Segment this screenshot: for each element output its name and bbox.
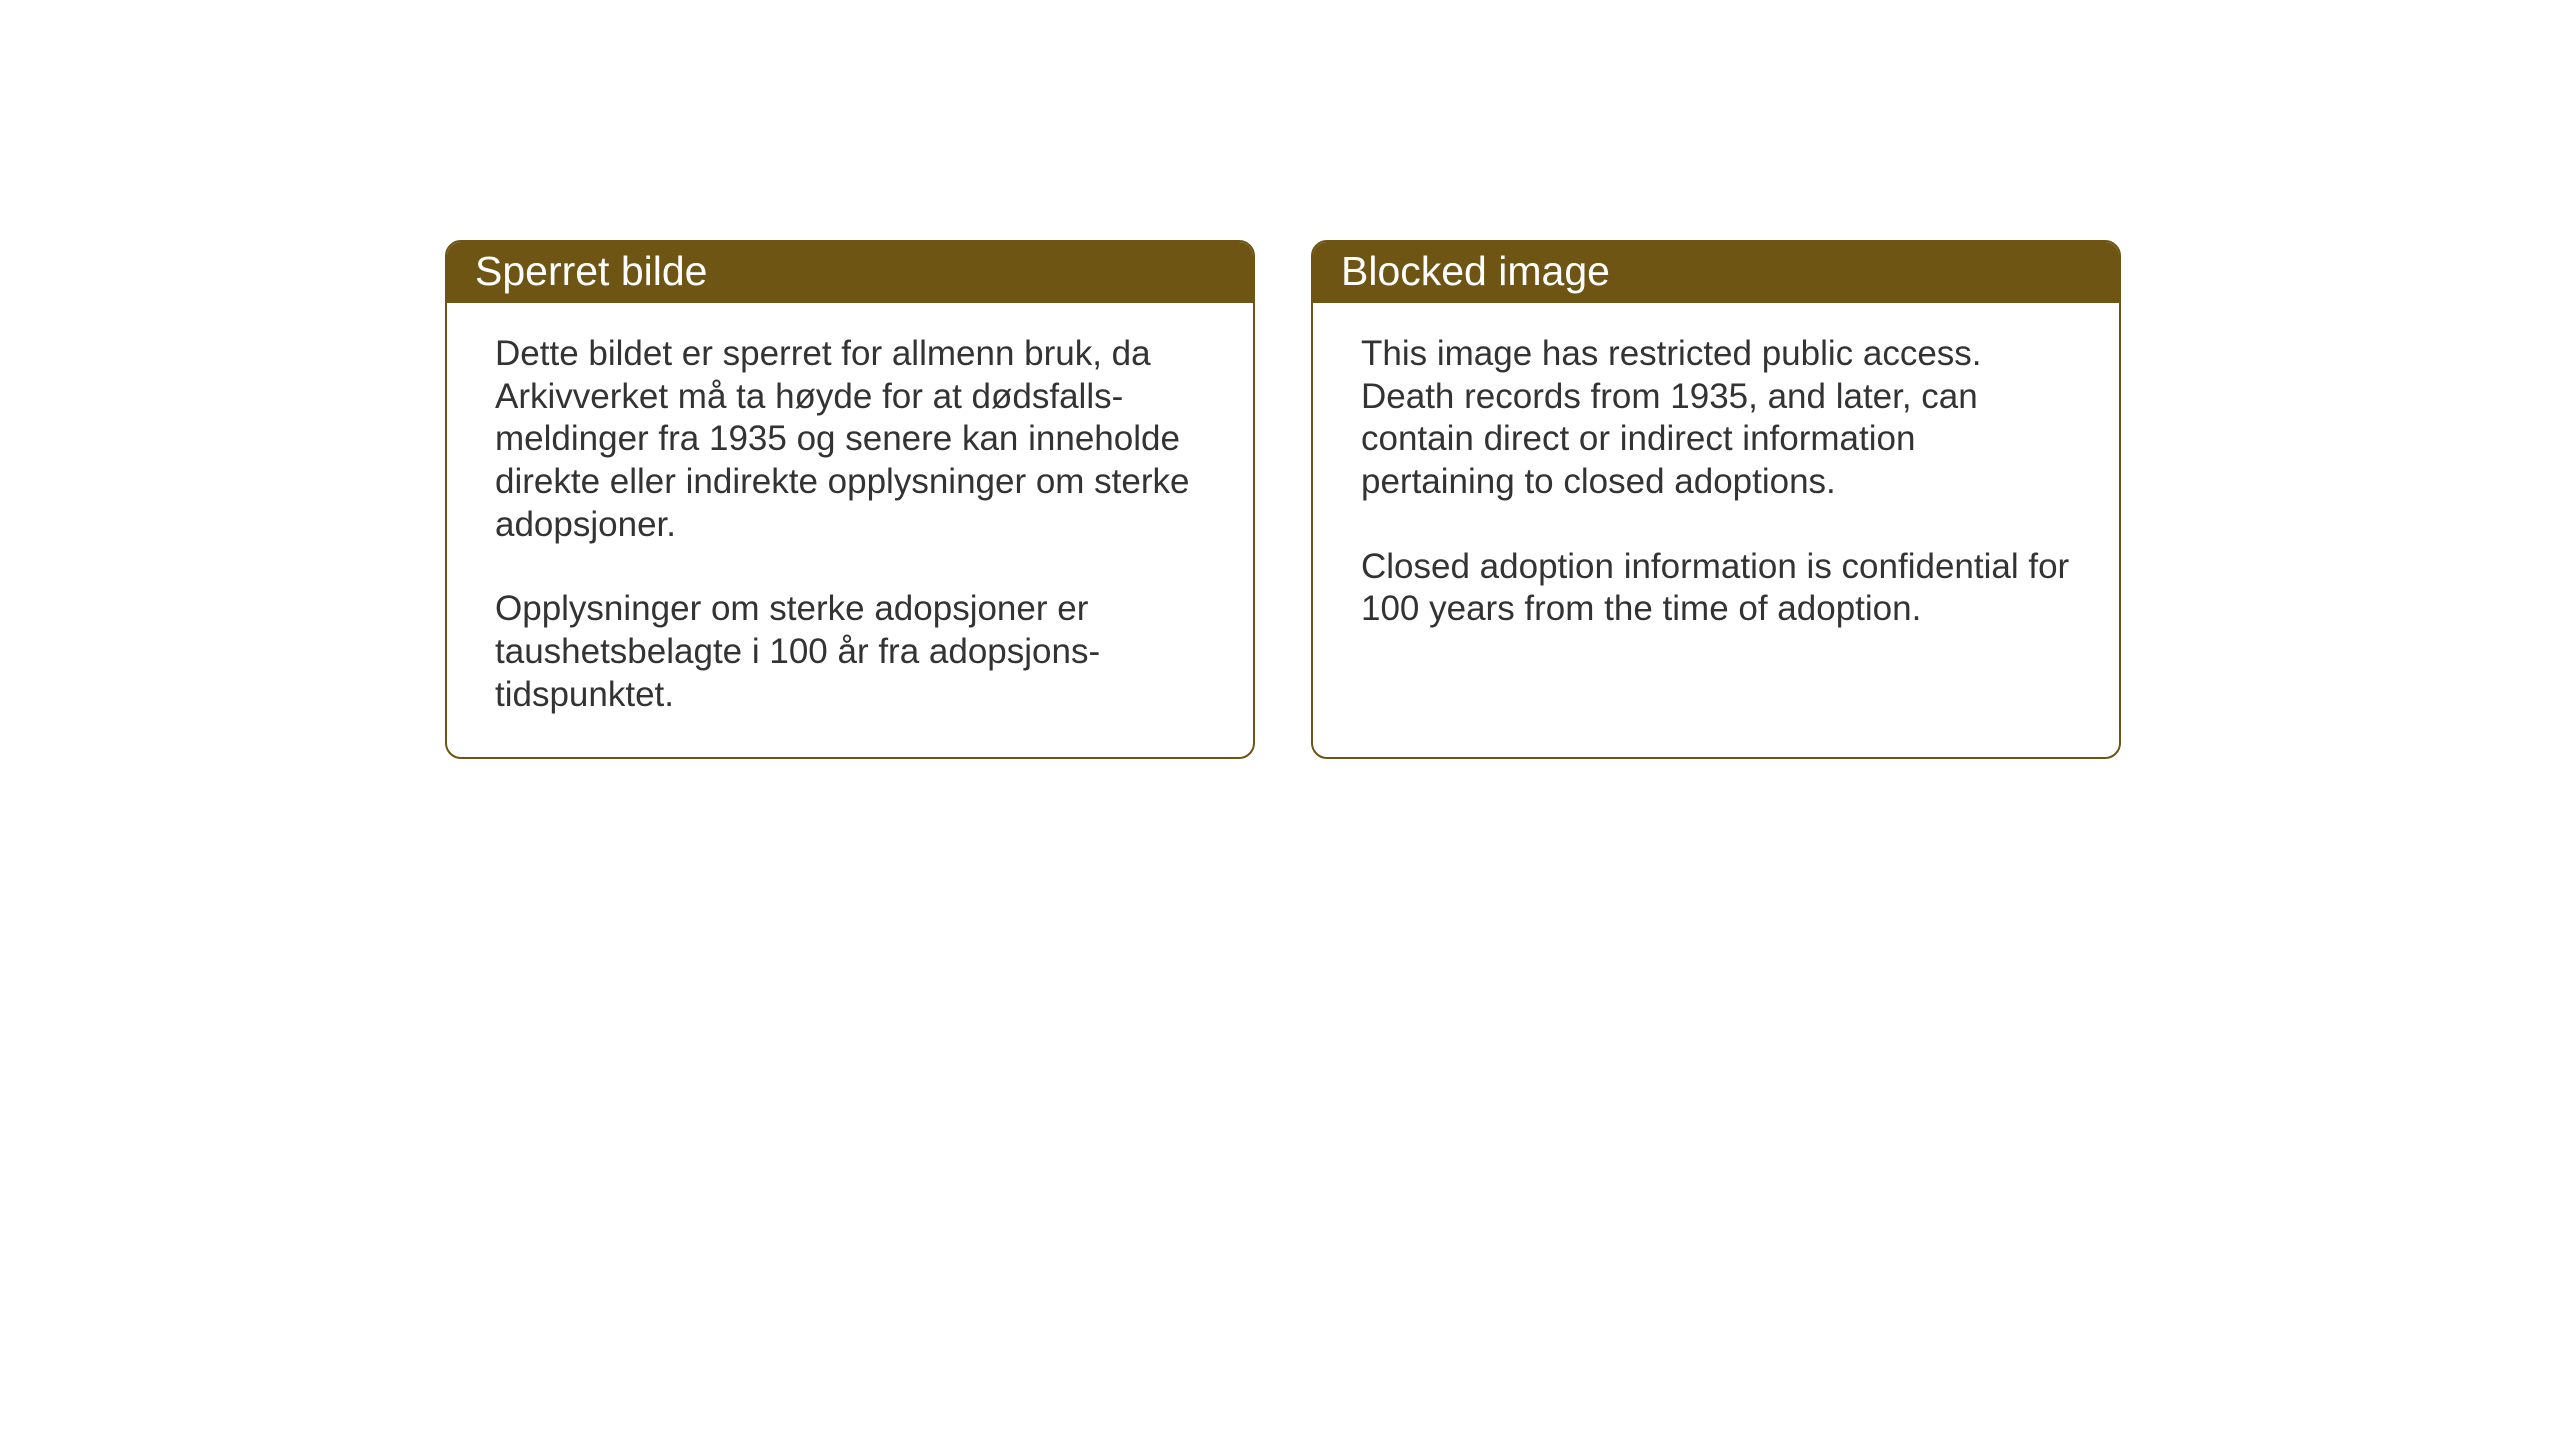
paragraph-english-2: Closed adoption information is confident…	[1361, 546, 2075, 631]
card-body-english: This image has restricted public access.…	[1313, 303, 2119, 731]
notice-container: Sperret bilde Dette bildet er sperret fo…	[445, 240, 2121, 759]
notice-card-norwegian: Sperret bilde Dette bildet er sperret fo…	[445, 240, 1255, 759]
paragraph-english-1: This image has restricted public access.…	[1361, 333, 2075, 504]
card-header-norwegian: Sperret bilde	[447, 242, 1253, 303]
notice-card-english: Blocked image This image has restricted …	[1311, 240, 2121, 759]
paragraph-norwegian-1: Dette bildet er sperret for allmenn bruk…	[495, 333, 1209, 546]
paragraph-norwegian-2: Opplysninger om sterke adopsjoner er tau…	[495, 588, 1209, 716]
card-header-english: Blocked image	[1313, 242, 2119, 303]
card-body-norwegian: Dette bildet er sperret for allmenn bruk…	[447, 303, 1253, 757]
